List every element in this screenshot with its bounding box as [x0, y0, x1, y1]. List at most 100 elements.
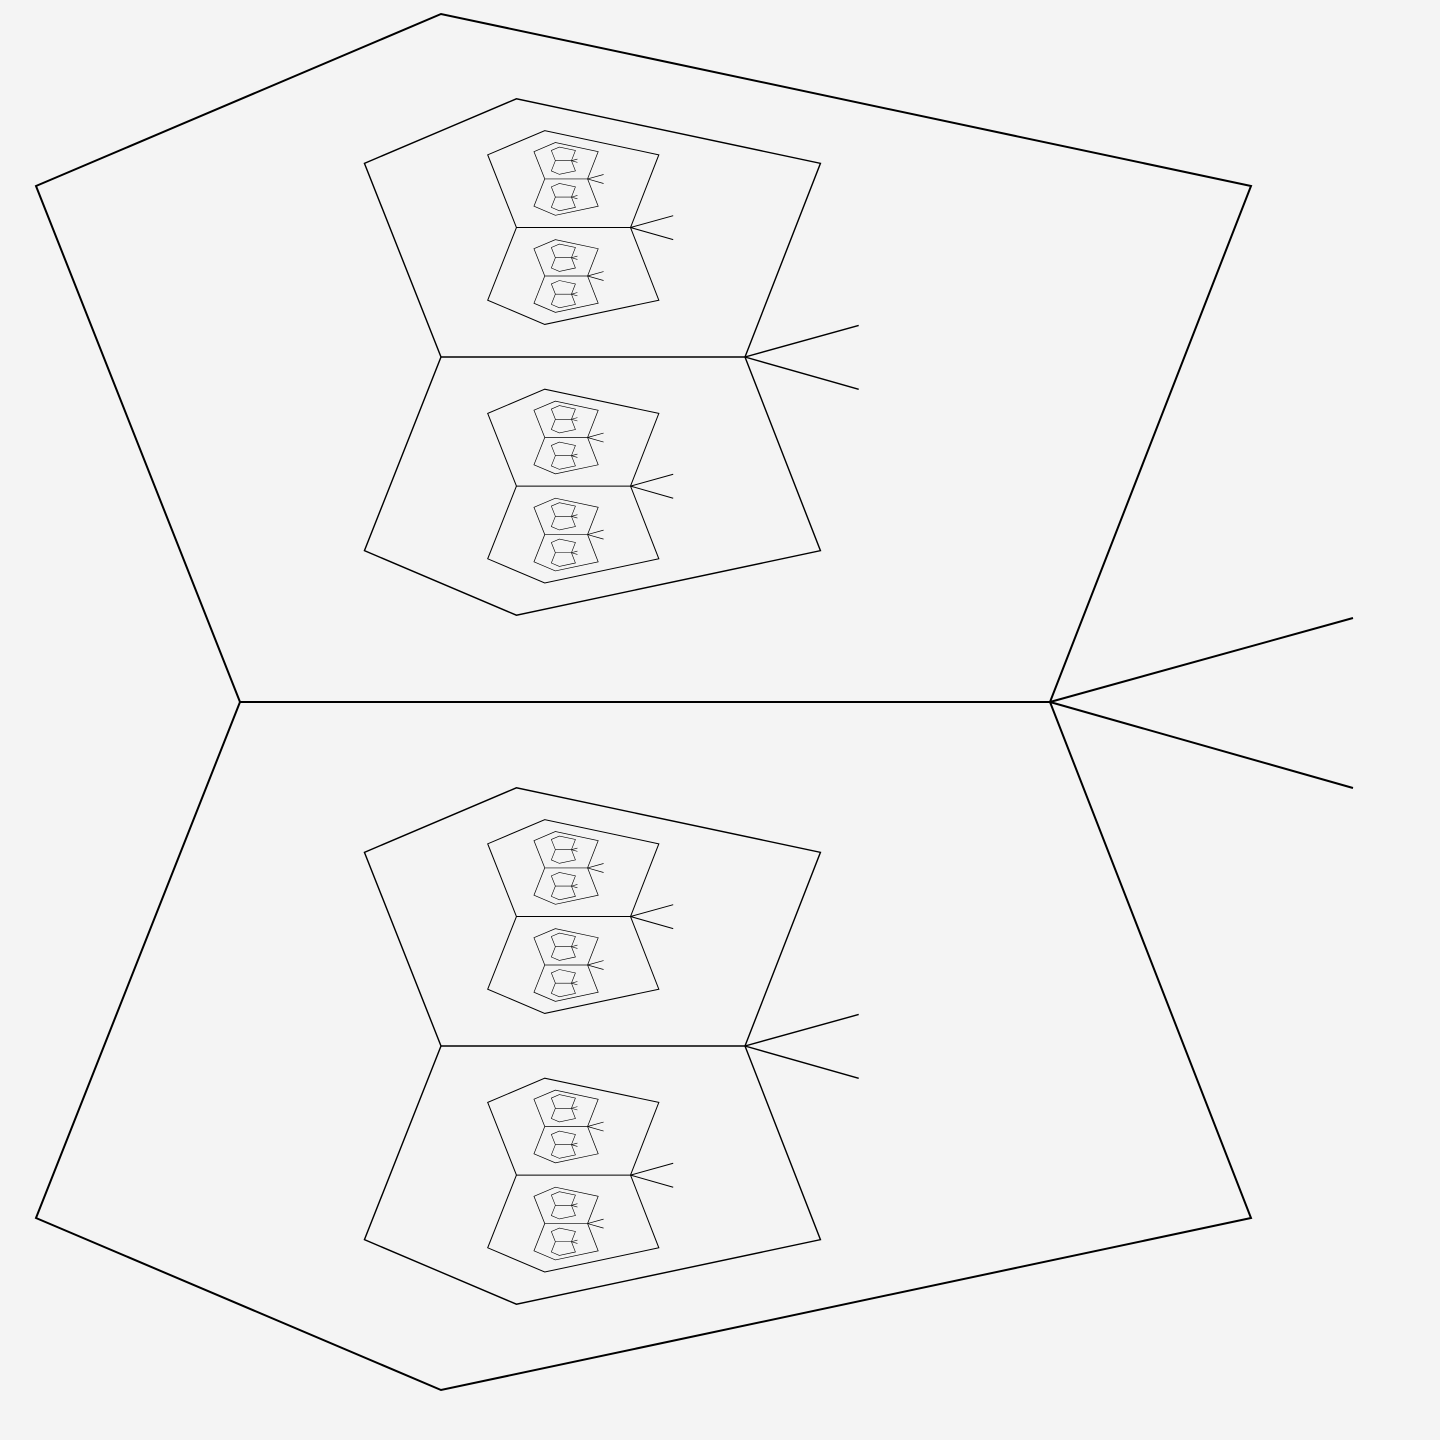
cell-top-outline: [550, 932, 576, 947]
cell-top-outline: [487, 819, 660, 917]
cell-top-outline: [550, 243, 576, 258]
fractal-cell-level-4: [533, 142, 604, 216]
cell-top-outline: [533, 831, 599, 869]
cell-top-outline: [550, 183, 576, 198]
cell-bottom-outline: [550, 552, 576, 567]
cell-bottom-outline: [550, 1241, 576, 1256]
cell-fork-arrow: [571, 1239, 578, 1244]
cell-top-outline: [533, 1089, 599, 1127]
cell-fork-arrow: [571, 1142, 578, 1147]
cell-top-outline: [550, 1227, 576, 1242]
cell-fork-arrow: [587, 1218, 604, 1229]
cell-fork-arrow: [571, 158, 578, 163]
cell-fork-arrow: [744, 1013, 859, 1079]
cell-bottom-outline: [487, 485, 660, 584]
cell-bottom-outline: [550, 946, 576, 961]
fractal-cell-level-5: [550, 146, 578, 175]
cell-bottom-outline: [533, 867, 599, 905]
cell-top-outline: [533, 928, 599, 966]
fractal-cell-level-5: [550, 280, 578, 309]
cell-bottom-outline: [533, 1223, 599, 1261]
cell-bottom-outline: [550, 1108, 576, 1123]
cell-top-outline: [533, 400, 599, 438]
cell-top-outline: [533, 497, 599, 535]
cell-top-outline: [550, 280, 576, 295]
cell-fork-arrow: [571, 550, 578, 555]
cell-fork-arrow: [630, 473, 674, 499]
cell-fork-arrow: [630, 1162, 674, 1188]
cell-bottom-outline: [533, 437, 599, 475]
cell-top-outline: [550, 1094, 576, 1109]
cell-top-outline: [550, 146, 576, 161]
cell-fork-arrow: [571, 981, 578, 986]
cell-bottom-outline: [550, 885, 576, 901]
cell-fork-arrow: [587, 960, 604, 970]
cell-fork-arrow: [630, 904, 674, 930]
cell-bottom-outline: [550, 257, 576, 272]
fractal-cell-level-5: [550, 835, 578, 864]
cell-fork-arrow: [571, 944, 578, 949]
cell-fork-arrow: [571, 1106, 578, 1111]
cell-top-outline: [363, 787, 822, 1047]
fractal-cell-level-4: [533, 497, 604, 572]
cell-top-outline: [533, 142, 599, 180]
cell-top-outline: [550, 538, 576, 553]
cell-top-outline: [34, 12, 1253, 703]
fractal-cell-level-3: [487, 388, 674, 584]
cell-bottom-outline: [363, 356, 822, 616]
cell-top-outline: [550, 502, 576, 517]
cell-fork-arrow: [571, 417, 578, 422]
fractal-cell-level-5: [550, 1191, 578, 1220]
cell-fork-arrow: [630, 215, 674, 241]
cell-top-outline: [487, 1077, 660, 1176]
cell-fork-arrow: [571, 292, 578, 297]
cell-bottom-outline: [533, 1126, 599, 1164]
fractal-cell-level-5: [550, 405, 578, 434]
cell-fork-arrow: [587, 432, 604, 443]
cell-fork-arrow: [744, 324, 859, 390]
fractal-cell-level-2: [363, 787, 859, 1305]
cell-bottom-outline: [34, 701, 1253, 1392]
cell-top-outline: [550, 405, 576, 420]
cell-bottom-outline: [533, 964, 599, 1002]
fractal-cell-level-5: [550, 932, 578, 961]
cell-fork-arrow: [587, 1121, 604, 1132]
fractal-cell-level-3: [487, 819, 674, 1014]
cell-fork-arrow: [571, 453, 578, 458]
cell-fork-arrow: [587, 529, 604, 540]
fractal-cell-level-2: [363, 98, 859, 616]
cell-top-outline: [550, 441, 576, 456]
cell-bottom-outline: [550, 160, 576, 175]
fractal-cell-level-5: [550, 872, 578, 901]
cell-bottom-outline: [533, 275, 599, 313]
cell-top-outline: [487, 130, 660, 228]
fractal-cell-level-5: [550, 1130, 578, 1159]
cell-fork-arrow: [1049, 617, 1354, 789]
cell-bottom-outline: [487, 1174, 660, 1273]
cell-top-outline: [533, 1186, 599, 1224]
fractal-cell-level-5: [550, 502, 578, 531]
cell-bottom-outline: [550, 196, 576, 212]
cell-top-outline: [550, 969, 576, 984]
cell-top-outline: [550, 1130, 576, 1145]
cell-top-outline: [550, 872, 576, 887]
cell-top-outline: [363, 98, 822, 358]
cell-bottom-outline: [363, 1045, 822, 1305]
cell-fork-arrow: [587, 271, 604, 281]
cell-bottom-outline: [533, 178, 599, 216]
fractal-cell-level-5: [550, 1227, 578, 1256]
fractal-cell-level-4: [533, 1089, 604, 1164]
fractal-cell-level-4: [533, 239, 604, 313]
cell-fork-arrow: [571, 255, 578, 260]
fractal-cell-level-3: [487, 130, 674, 325]
cell-top-outline: [550, 1191, 576, 1206]
cell-bottom-outline: [550, 294, 576, 309]
fractal-cell-level-5: [550, 1094, 578, 1123]
cell-bottom-outline: [550, 983, 576, 998]
fractal-cell-level-4: [533, 400, 604, 475]
cell-fork-arrow: [571, 514, 578, 519]
fractal-cell-level-4: [533, 928, 604, 1002]
fractal-cell-level-1: [34, 12, 1354, 1392]
